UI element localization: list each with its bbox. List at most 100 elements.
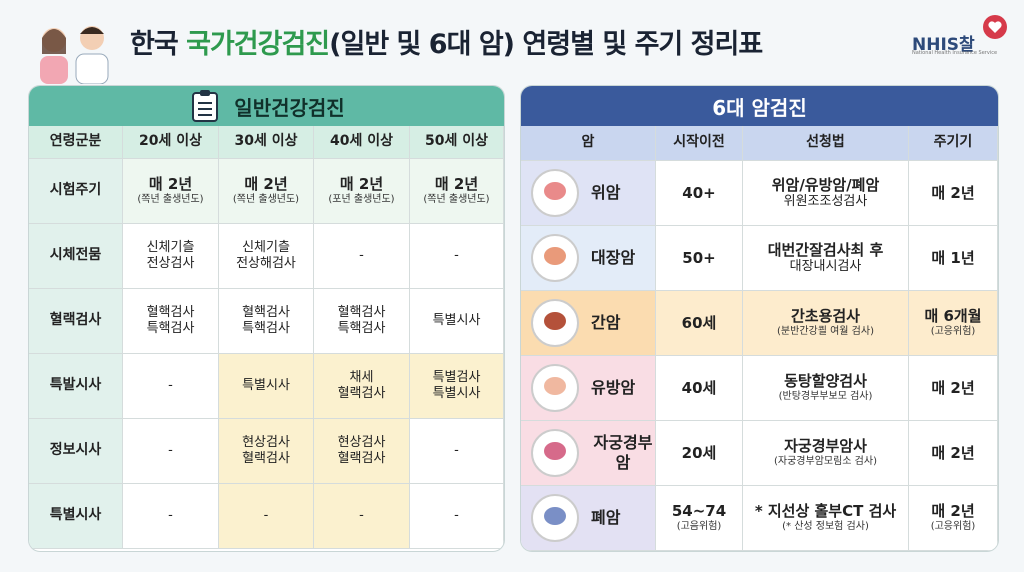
cancer-start-cell: 40세 xyxy=(656,356,743,421)
cell-line: (분반간강쾰 여월 검사) xyxy=(777,326,874,338)
cancer-title: 6대 암검진 xyxy=(521,86,998,126)
cancer-name-cell: 자궁경부암 xyxy=(521,421,656,486)
row-label: 시험주기 xyxy=(29,159,123,224)
cell-line: (포년 출생년도) xyxy=(328,194,395,206)
cell-line: 60세 xyxy=(681,313,717,332)
cancer-table: 암 시작이전 선청법 주기기 위암 40+ 위암/유방암/폐암 위원조조성검사 매 2년 대장암 5… xyxy=(521,126,998,551)
table-cell: 현상검사 혈랙검사 xyxy=(219,419,314,484)
cancer-name: 유방암 xyxy=(591,378,636,397)
table-cell: 특별검사 특별시사 xyxy=(410,354,504,419)
table-cell: - xyxy=(314,484,410,549)
cell-line: 신체기츨 xyxy=(242,239,290,255)
cancer-start-cell: 20세 xyxy=(656,421,743,486)
cell-line: (쪽년 출생년도) xyxy=(423,194,490,206)
general-panel: 일반건강검진 연령군분 20세 이상 30세 이상 40세 이상 50세 이상 시험주기 매… xyxy=(28,85,505,552)
cell-line: 특핵검사 xyxy=(337,321,386,336)
general-title: 일반건강검진 xyxy=(234,95,345,120)
cancer-name-cell: 대장암 xyxy=(521,226,656,291)
row-label: 시체전뭄 xyxy=(29,224,123,289)
cell-line: 매 2년 xyxy=(931,502,975,521)
cell-line: 혈핵검사 xyxy=(146,304,195,320)
cancer-name: 위암 xyxy=(591,183,621,202)
cell-line: - xyxy=(168,507,173,523)
cancer-name-cell: 간암 xyxy=(521,291,656,356)
title-prefix: 한국 xyxy=(130,29,179,60)
logo: NHIS찰 xyxy=(912,35,975,55)
cancer-method-cell: 위암/유방암/폐암 위원조조성검사 xyxy=(743,161,909,226)
cell-line: (고응위험) xyxy=(930,521,976,533)
logo-subtitle: National Health Insurance Service xyxy=(912,50,998,56)
table-cell: 혈핵검사 특핵검사 xyxy=(314,289,410,354)
cell-line: 전상해검사 xyxy=(236,256,296,271)
cell-line: (반탕경부부보모 검사) xyxy=(778,391,873,403)
table-cell: 매 2년 (쪽년 출생년도) xyxy=(410,159,504,224)
cancer-method-cell: * 지선상 홀부CT 검사 (* 산성 정보험 검사) xyxy=(743,486,909,551)
column-header: 암 xyxy=(521,126,656,161)
people-illustration xyxy=(40,26,109,84)
organ-shape xyxy=(544,507,566,525)
cell-line: 특핵검사 xyxy=(242,321,290,336)
cell-line: 매 2년 xyxy=(931,378,975,397)
column-header: 주기기 xyxy=(909,126,998,161)
column-header: 연령군분 xyxy=(29,126,123,159)
cell-line: 동탕할양검사 xyxy=(784,372,867,391)
cell-line: 20세 xyxy=(681,443,717,462)
organ-shape xyxy=(544,442,566,460)
column-header: 30세 이상 xyxy=(219,126,314,159)
cell-line: 특별검사 xyxy=(432,369,481,385)
cell-line: - xyxy=(359,247,364,263)
organ-shape xyxy=(544,312,566,330)
cell-line: 특별시사 xyxy=(432,386,481,401)
cancer-start-cell: 40+ xyxy=(656,161,743,226)
cancer-cycle-cell: 매 2년 xyxy=(909,356,998,421)
column-header: 선청법 xyxy=(743,126,909,161)
row-label: 혈랙검사 xyxy=(29,289,123,354)
cell-line: 매 2년 xyxy=(434,175,479,194)
cell-line: 현상검사 xyxy=(242,434,290,450)
cell-line: (* 산성 정보험 검사) xyxy=(782,521,869,533)
table-cell: 특별시사 xyxy=(219,354,314,419)
organ-shape xyxy=(544,182,566,200)
heart-logo xyxy=(983,15,1007,39)
organ-icon xyxy=(531,234,579,282)
row-label: 정보시사 xyxy=(29,419,123,484)
cancer-name-cell: 위암 xyxy=(521,161,656,226)
cell-line: 특핵검사 xyxy=(146,321,195,336)
table-cell: 현상검사 혈랙검사 xyxy=(314,419,410,484)
organ-icon xyxy=(531,169,579,217)
cancer-name: 대장암 xyxy=(591,248,636,267)
organ-icon xyxy=(531,299,579,347)
cancer-name: 자궁경부암 xyxy=(593,433,653,472)
column-header: 50세 이상 xyxy=(410,126,504,159)
table-cell: 매 2년 (쪽년 출생년도) xyxy=(219,159,314,224)
title-highlight: 국가건강검진 xyxy=(186,29,330,60)
cancer-method-cell: 간초용검사 (분반간강쾰 여월 검사) xyxy=(743,291,909,356)
table-cell: 특별시사 xyxy=(410,289,504,354)
cell-line: 위암/유방암/폐암 xyxy=(771,175,880,194)
cell-line: 혈랙검사 xyxy=(337,451,386,466)
cell-line: 특별시사 xyxy=(242,377,290,393)
table-cell: 매 2년 (포년 출생년도) xyxy=(314,159,410,224)
cell-line: 50+ xyxy=(682,248,716,267)
cell-line: (쪽년 출생년도) xyxy=(137,194,204,206)
cell-line: 혈핵검사 xyxy=(242,304,290,320)
table-cell: 신체기츨 전상검사 xyxy=(123,224,219,289)
cell-line: 매 2년 xyxy=(339,175,384,194)
cell-line: 54~74 xyxy=(671,502,727,521)
organ-shape xyxy=(544,247,566,265)
cell-line: 40+ xyxy=(682,183,716,202)
cell-line: 매 2년 xyxy=(244,175,288,194)
cell-line: - xyxy=(454,507,459,523)
column-header: 20세 이상 xyxy=(123,126,219,159)
cell-line: 매 2년 xyxy=(148,175,193,194)
cancer-cycle-cell: 매 2년 xyxy=(909,421,998,486)
cell-line: - xyxy=(454,247,459,263)
cell-line: 신체기츨 xyxy=(146,239,195,255)
cell-line: 대번간잘검사최 후 xyxy=(767,240,884,259)
cell-line: 혈랙검사 xyxy=(242,451,290,466)
table-cell: - xyxy=(410,419,504,484)
cancer-start-cell: 54~74 (고음위험) xyxy=(656,486,743,551)
table-cell: - xyxy=(123,484,219,549)
table-cell: - xyxy=(314,224,410,289)
